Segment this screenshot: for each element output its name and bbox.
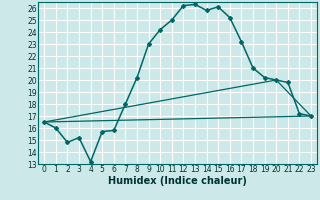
X-axis label: Humidex (Indice chaleur): Humidex (Indice chaleur)	[108, 176, 247, 186]
